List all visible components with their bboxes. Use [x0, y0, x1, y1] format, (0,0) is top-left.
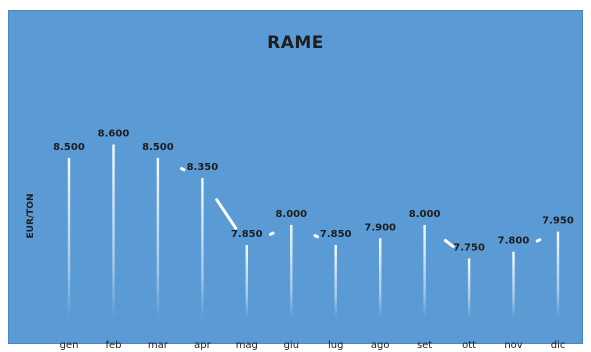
drop-line-nov: [512, 251, 515, 318]
drop-line-mar: [156, 157, 160, 318]
chart-title: RAME: [267, 33, 324, 53]
series-segment-mag-giu: [269, 231, 275, 236]
drop-line-gen: [67, 157, 71, 318]
x-tick-label-gen: gen: [60, 340, 79, 351]
data-label-mag: 7.850: [231, 229, 263, 240]
x-tick-label-feb: feb: [105, 340, 121, 351]
x-tick-label-mag: mag: [236, 340, 258, 351]
x-tick-label-dic: dic: [551, 340, 566, 351]
data-label-feb: 8.600: [98, 129, 130, 140]
data-label-nov: 7.800: [498, 236, 530, 247]
x-tick-label-ago: ago: [371, 340, 390, 351]
series-segment-giu-lug: [313, 234, 319, 239]
x-tick-label-giu: giu: [284, 340, 299, 351]
x-tick-label-set: set: [417, 340, 432, 351]
drop-line-ott: [467, 258, 471, 318]
drop-line-set: [423, 224, 426, 318]
data-label-mar: 8.500: [142, 142, 174, 153]
x-tick-label-ott: ott: [462, 340, 476, 351]
drop-line-giu: [290, 224, 293, 318]
x-tick-label-lug: lug: [328, 340, 343, 351]
data-label-ago: 7.900: [364, 222, 396, 233]
series-segment-apr-mag: [215, 198, 238, 230]
data-label-ott: 7.750: [453, 242, 485, 253]
drop-line-feb: [112, 144, 115, 318]
drop-line-mag: [245, 245, 248, 318]
data-label-apr: 8.350: [187, 162, 219, 173]
data-label-dic: 7.950: [542, 216, 574, 227]
x-tick-label-apr: apr: [194, 340, 211, 351]
chart-area: RAME EUR/TON: [8, 10, 583, 344]
data-label-gen: 8.500: [53, 142, 85, 153]
data-label-set: 8.000: [409, 209, 441, 220]
series-segment-set-ott: [443, 239, 455, 248]
x-tick-label-mar: mar: [148, 340, 169, 351]
drop-line-dic: [556, 231, 560, 318]
drop-line-lug: [334, 245, 337, 318]
data-label-giu: 8.000: [275, 209, 307, 220]
drop-line-ago: [379, 238, 382, 318]
series-segment-nov-dic: [535, 238, 542, 243]
x-tick-label-nov: nov: [504, 340, 522, 351]
series-segment-mar-apr: [180, 167, 186, 172]
data-label-lug: 7.850: [320, 229, 352, 240]
drop-line-apr: [201, 178, 204, 318]
